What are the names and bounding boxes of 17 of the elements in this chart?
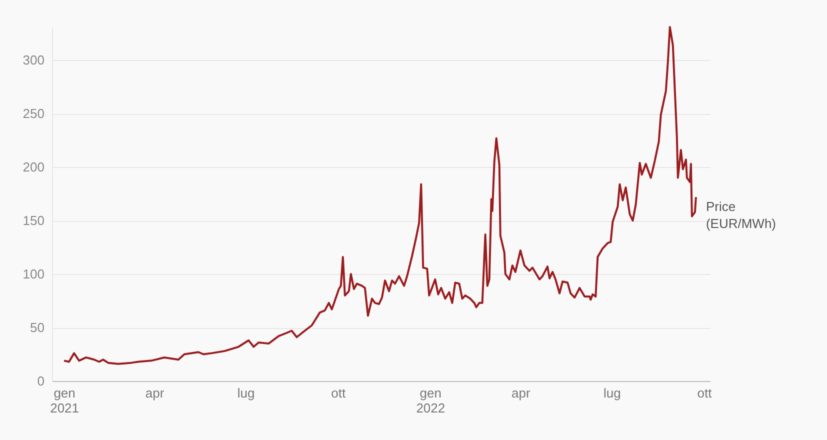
y-tick-label: 50 [30, 320, 44, 336]
y-tick-label: 100 [22, 266, 44, 282]
x-tick-label: apr [512, 386, 531, 400]
x-tick-label: lug [237, 386, 255, 400]
y-tick-label: 300 [22, 52, 44, 68]
y-tick-label: 0 [37, 374, 44, 388]
x-tick-label: gen 2021 [50, 386, 79, 416]
x-tick-label: lug [604, 386, 621, 400]
x-tick-label: ott [697, 386, 712, 400]
y-tick-label: 150 [22, 213, 44, 228]
x-tick-label: gen 2022 [416, 386, 446, 416]
series-label: Price (EUR/MWh) [706, 199, 776, 232]
line-series [63, 26, 697, 365]
x-tick-label: apr [145, 386, 165, 400]
y-tick-label: 200 [22, 160, 44, 175]
x-tick-label: ott [331, 386, 346, 400]
y-tick-label: 250 [22, 106, 44, 122]
